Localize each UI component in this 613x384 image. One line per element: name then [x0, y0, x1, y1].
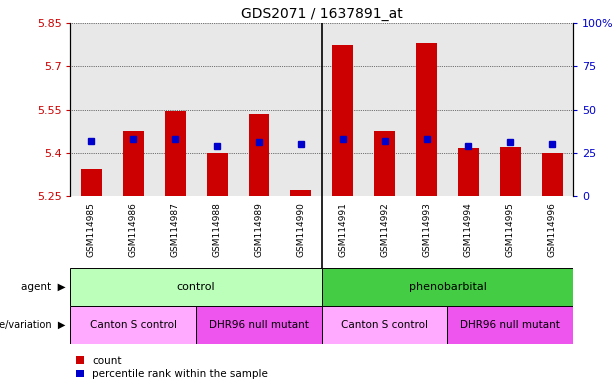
Text: GSM114989: GSM114989: [254, 202, 264, 257]
Text: phenobarbital: phenobarbital: [408, 282, 487, 292]
Bar: [374, 131, 395, 196]
Text: GSM114986: GSM114986: [129, 202, 138, 257]
Text: GSM114992: GSM114992: [380, 202, 389, 257]
Bar: [81, 169, 102, 196]
Text: GSM114995: GSM114995: [506, 202, 515, 257]
Bar: [207, 153, 227, 196]
Text: GSM114985: GSM114985: [87, 202, 96, 257]
Text: GSM114994: GSM114994: [464, 202, 473, 257]
Text: GSM114993: GSM114993: [422, 202, 431, 257]
Text: GSM114988: GSM114988: [213, 202, 222, 257]
Text: Canton S control: Canton S control: [341, 320, 428, 330]
Text: agent  ▶: agent ▶: [21, 282, 66, 292]
Bar: [291, 190, 311, 196]
Text: GSM114987: GSM114987: [170, 202, 180, 257]
Title: GDS2071 / 1637891_at: GDS2071 / 1637891_at: [241, 7, 403, 21]
Bar: [248, 114, 270, 196]
Text: GSM114996: GSM114996: [547, 202, 557, 257]
Text: Canton S control: Canton S control: [90, 320, 177, 330]
Bar: [332, 45, 353, 196]
Bar: [196, 306, 322, 344]
Text: genotype/variation  ▶: genotype/variation ▶: [0, 320, 66, 330]
Bar: [416, 43, 437, 196]
Text: GSM114991: GSM114991: [338, 202, 348, 257]
Legend: count, percentile rank within the sample: count, percentile rank within the sample: [75, 356, 268, 379]
Bar: [123, 131, 144, 196]
Text: control: control: [177, 282, 216, 292]
Bar: [542, 153, 563, 196]
Bar: [500, 147, 521, 196]
Bar: [458, 149, 479, 196]
Bar: [165, 111, 186, 196]
Text: DHR96 null mutant: DHR96 null mutant: [209, 320, 309, 330]
Bar: [70, 306, 196, 344]
Bar: [447, 306, 573, 344]
Bar: [322, 268, 573, 306]
Bar: [70, 268, 322, 306]
Text: DHR96 null mutant: DHR96 null mutant: [460, 320, 560, 330]
Bar: [322, 306, 447, 344]
Text: GSM114990: GSM114990: [296, 202, 305, 257]
